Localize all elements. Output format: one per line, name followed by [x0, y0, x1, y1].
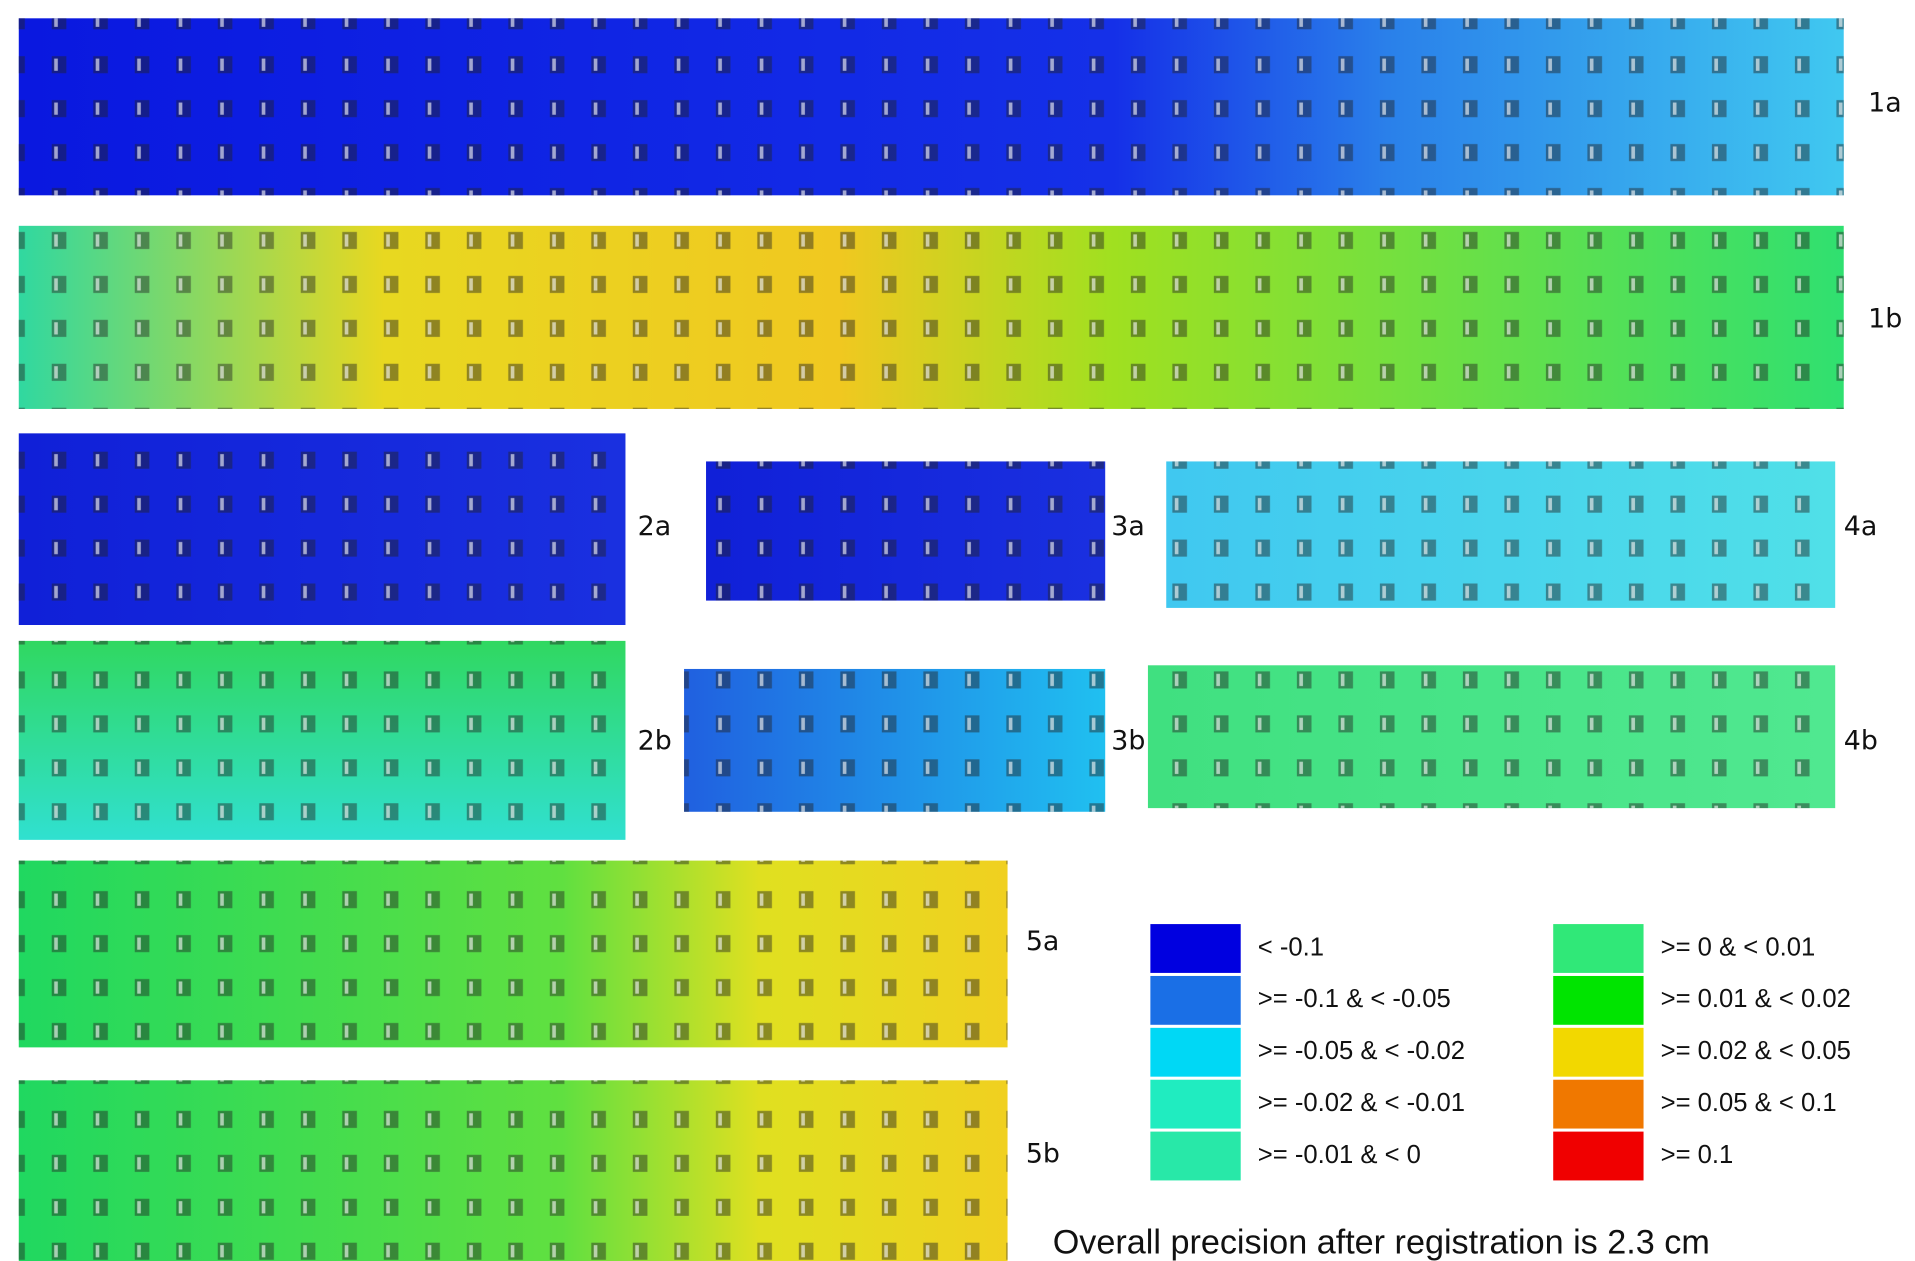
legend-label: >= -0.1 & < -0.05 — [1258, 985, 1451, 1013]
panel-label: 5a — [1026, 926, 1060, 957]
legend-label: >= 0.01 & < 0.02 — [1661, 985, 1851, 1013]
legend-label: < -0.1 — [1258, 933, 1324, 961]
facade-windows — [19, 226, 1844, 409]
legend-label: >= -0.01 & < 0 — [1258, 1141, 1421, 1169]
facade-windows — [706, 461, 1105, 600]
legend-label: >= 0.02 & < 0.05 — [1661, 1037, 1851, 1065]
facade-windows — [1148, 665, 1835, 808]
panel-label: 3a — [1111, 511, 1145, 542]
facade-windows — [19, 433, 626, 625]
panel-label: 4b — [1844, 726, 1878, 757]
legend-swatch — [1553, 1028, 1643, 1077]
panel-label: 5b — [1026, 1138, 1060, 1169]
legend-swatch — [1553, 924, 1643, 973]
facade-windows — [684, 669, 1105, 812]
panel-label: 3b — [1111, 726, 1145, 757]
caption: Overall precision after registration is … — [1053, 1224, 1710, 1261]
legend-swatch — [1150, 1080, 1240, 1129]
legend-label: >= -0.05 & < -0.02 — [1258, 1037, 1465, 1065]
panel-label: 2b — [638, 726, 672, 757]
panel-label: 1a — [1868, 87, 1902, 118]
legend-swatch — [1150, 1132, 1240, 1181]
panel-label: 1b — [1868, 303, 1902, 334]
facade-windows — [1166, 461, 1835, 607]
legend-swatch — [1553, 976, 1643, 1025]
facade-windows — [19, 861, 1008, 1048]
facade-windows — [19, 18, 1844, 195]
legend-swatch — [1150, 924, 1240, 973]
legend-label: >= 0.05 & < 0.1 — [1661, 1089, 1837, 1117]
legend-label: >= -0.02 & < -0.01 — [1258, 1089, 1465, 1117]
legend: < -0.1 >= -0.1 & < -0.05 >= -0.05 & < -0.0… — [1150, 924, 1850, 1180]
legend-swatch — [1553, 1080, 1643, 1129]
legend-swatch — [1150, 1028, 1240, 1077]
figure: 1a 1b 2a 3a 4a 2b 3b 4b 5a 5b < -0.1 >= -0.1 & < -… — [0, 0, 1915, 1261]
panel-label: 2a — [638, 511, 672, 542]
facade-windows — [19, 1080, 1008, 1261]
legend-swatch — [1150, 976, 1240, 1025]
legend-label: >= 0 & < 0.01 — [1661, 933, 1816, 961]
legend-label: >= 0.1 — [1661, 1141, 1734, 1169]
page: {"panels": [{"label": "1a"}, {"label": "… — [0, 0, 1915, 1261]
legend-swatch — [1553, 1132, 1643, 1181]
panel-label: 4a — [1844, 511, 1878, 542]
facade-windows — [19, 641, 626, 840]
